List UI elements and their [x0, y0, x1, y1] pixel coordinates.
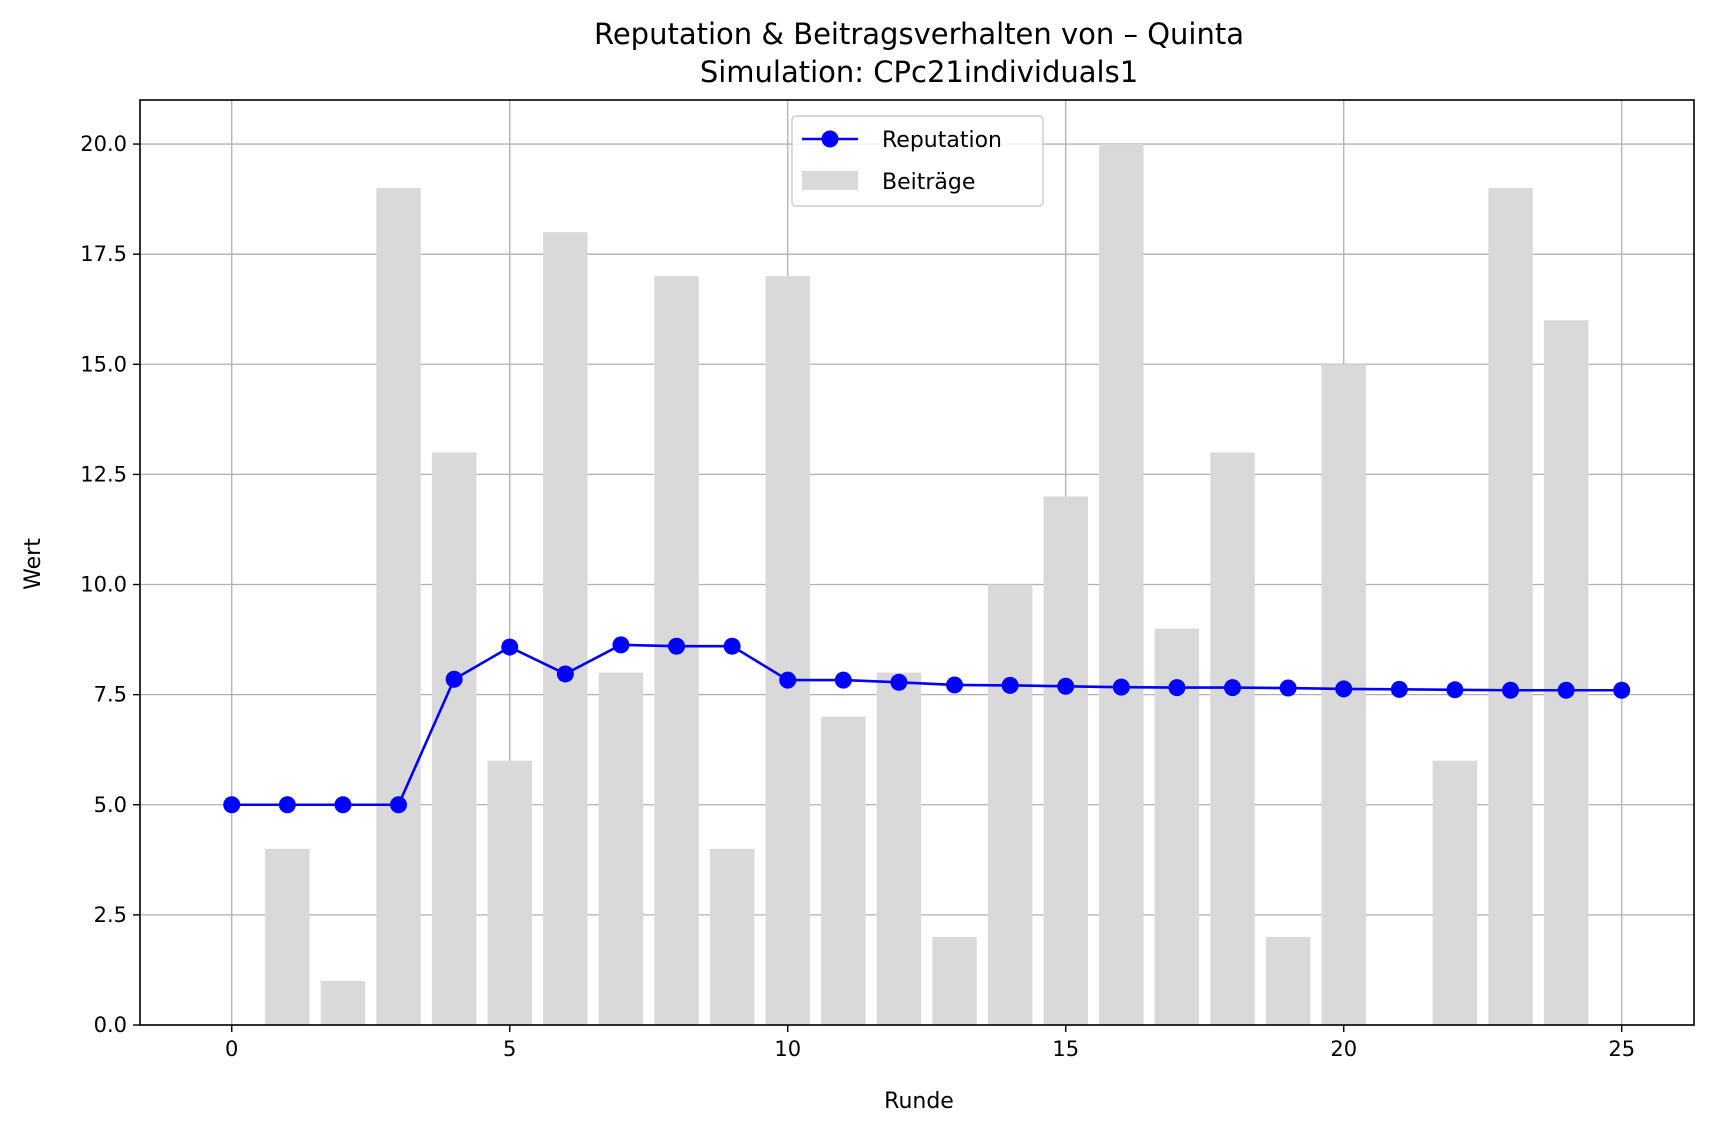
legend-marker-swatch [821, 130, 839, 148]
bar [1432, 760, 1478, 1025]
y-axis-label: Wert [21, 538, 46, 590]
y-tick-label: 5.0 [94, 793, 127, 817]
reputation-point [1390, 680, 1408, 698]
bar [1543, 320, 1589, 1025]
bar [376, 188, 421, 1026]
reputation-point [1168, 679, 1186, 697]
x-tick-label: 25 [1608, 1037, 1635, 1061]
reputation-point [445, 670, 463, 688]
bar-series-beitraege [265, 144, 1589, 1026]
x-tick-label: 20 [1330, 1037, 1357, 1061]
reputation-point [1446, 681, 1464, 699]
y-tick-label: 0.0 [94, 1013, 127, 1037]
bar [598, 672, 644, 1025]
reputation-point [668, 637, 686, 655]
x-axis-ticks: 0 5 10 15 20 25 [225, 1025, 1635, 1061]
reputation-point [723, 637, 741, 655]
bar [821, 716, 866, 1025]
bar [876, 672, 922, 1025]
reputation-line [231, 643, 1622, 807]
reputation-point [1502, 681, 1520, 699]
reputation-point [223, 796, 241, 814]
y-tick-label: 17.5 [80, 242, 127, 266]
bar [543, 232, 588, 1026]
reputation-point [1112, 678, 1130, 696]
x-tick-label: 15 [1052, 1037, 1079, 1061]
reputation-point [779, 671, 797, 689]
reputation-point [1224, 679, 1242, 697]
bar [265, 848, 310, 1025]
reputation-point [556, 665, 574, 683]
reputation-point [612, 636, 630, 654]
x-tick-label: 0 [225, 1037, 238, 1061]
bar [1265, 936, 1311, 1025]
reputation-point [1057, 677, 1075, 695]
chart-subtitle: Simulation: CPc21individuals1 [700, 55, 1138, 89]
x-tick-label: 5 [503, 1037, 516, 1061]
bar [709, 848, 755, 1025]
reputation-point [1613, 681, 1631, 699]
bar [320, 980, 366, 1025]
bar [487, 760, 532, 1025]
reputation-point [1335, 680, 1353, 698]
x-tick-label: 10 [774, 1037, 801, 1061]
legend-bar-swatch [802, 171, 858, 190]
bar [1099, 144, 1144, 1026]
x-axis-label: Runde [884, 1089, 954, 1114]
legend: Reputation Beiträge [791, 115, 1044, 207]
bar [932, 936, 977, 1025]
y-tick-label: 7.5 [94, 683, 127, 707]
bar [1043, 496, 1088, 1025]
bar [1488, 188, 1533, 1026]
chart-title: Reputation & Beitragsverhalten von – Qui… [594, 17, 1244, 51]
line-series-reputation [223, 636, 1631, 814]
plot-frame [139, 99, 1695, 1026]
y-tick-label: 12.5 [80, 462, 127, 486]
reputation-point [278, 796, 296, 814]
reputation-point [334, 796, 352, 814]
reputation-point [1557, 681, 1575, 699]
y-axis-ticks: 0.0 2.5 5.0 7.5 10.0 12.5 15.0 17.5 20.0 [80, 132, 140, 1037]
legend-label-beitraege: Beiträge [882, 170, 975, 195]
bar [1210, 452, 1255, 1025]
y-tick-label: 10.0 [80, 573, 127, 597]
reputation-point [1001, 676, 1019, 694]
reputation-point [946, 676, 964, 694]
reputation-point [834, 671, 852, 689]
reputation-point [390, 796, 408, 814]
reputation-point [501, 638, 519, 656]
reputation-point [890, 673, 908, 691]
bar [431, 452, 477, 1025]
bar [765, 276, 810, 1025]
legend-label-reputation: Reputation [882, 128, 1002, 153]
bar [987, 584, 1033, 1025]
reputation-point [1279, 679, 1297, 697]
y-tick-label: 15.0 [80, 352, 127, 376]
y-tick-label: 2.5 [94, 903, 127, 927]
y-tick-label: 20.0 [80, 132, 127, 156]
